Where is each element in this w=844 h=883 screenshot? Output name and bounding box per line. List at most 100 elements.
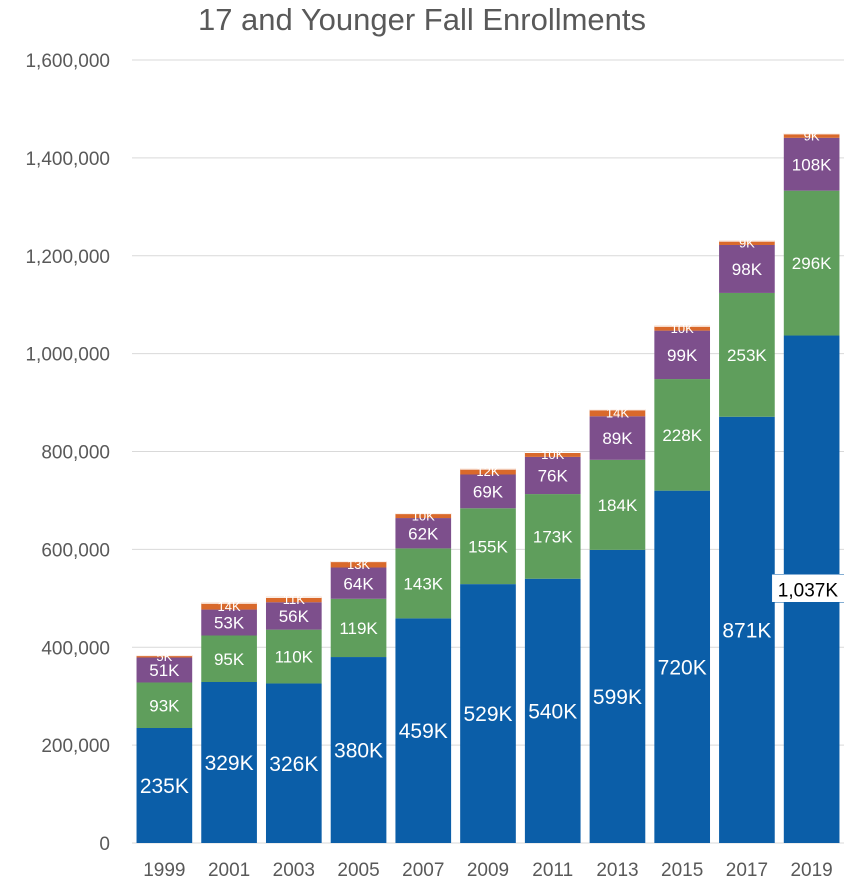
data-label: 143K — [403, 575, 443, 594]
data-label: 12K — [476, 464, 499, 479]
y-tick-label: 1,400,000 — [25, 149, 110, 170]
bar-segment — [395, 548, 452, 619]
y-tick-label: 1,000,000 — [25, 345, 110, 366]
data-label: 76K — [538, 467, 569, 486]
bar-segment — [783, 137, 840, 191]
y-tick-label: 1,200,000 — [25, 247, 110, 268]
bar-segment — [330, 598, 387, 658]
data-label: 599K — [593, 686, 642, 709]
x-tick-label: 2005 — [337, 860, 379, 881]
bar-segment — [460, 508, 516, 585]
bar-segment — [524, 494, 581, 579]
x-tick-label: 1999 — [143, 860, 185, 881]
bar-segment — [719, 240, 775, 245]
data-label: 459K — [399, 720, 448, 743]
data-label: 53K — [214, 614, 245, 633]
bar-segment — [395, 618, 452, 843]
data-label: 14K — [218, 599, 241, 614]
data-label: 326K — [269, 753, 318, 776]
bar-segment — [265, 683, 322, 843]
x-tick-label: 2013 — [596, 860, 638, 881]
data-label: 10K — [671, 321, 694, 336]
y-tick-label: 600,000 — [41, 540, 110, 561]
bar-segment — [719, 292, 775, 417]
data-label: 99K — [667, 346, 698, 365]
bar-segment — [589, 416, 646, 460]
data-label: 110K — [275, 648, 314, 667]
data-label: 10K — [412, 508, 435, 523]
bar-segment — [136, 655, 193, 658]
bar-segment — [136, 657, 193, 683]
bar-segment — [460, 468, 516, 475]
data-label: 253K — [727, 346, 767, 365]
data-label: 108K — [792, 155, 832, 174]
bar-segment — [719, 416, 775, 843]
data-label: 155K — [468, 537, 508, 556]
x-tick-label: 2017 — [726, 860, 768, 881]
data-label: 93K — [149, 696, 180, 715]
data-label: 184K — [598, 496, 638, 515]
x-tick-label: 2019 — [790, 860, 832, 881]
data-label: 296K — [792, 254, 832, 273]
bar-segment — [524, 456, 581, 495]
bar-segment — [654, 379, 711, 491]
chart-title: 17 and Younger Fall Enrollments — [197, 2, 647, 37]
data-label: 228K — [662, 426, 702, 445]
data-label: 173K — [533, 528, 573, 547]
data-label: 540K — [528, 700, 577, 723]
bar-segment — [330, 657, 387, 843]
y-tick-label: 200,000 — [41, 736, 110, 757]
bar-segment — [201, 681, 257, 843]
data-label: 89K — [602, 429, 633, 448]
y-tick-label: 400,000 — [41, 638, 110, 659]
bar-segment — [136, 682, 193, 728]
bar-segment — [783, 190, 840, 336]
bar-segment — [589, 409, 646, 417]
data-label: 119K — [339, 619, 378, 638]
data-label: 11K — [283, 592, 305, 607]
bar-segment — [654, 325, 711, 331]
data-label: 1,037K — [778, 580, 839, 601]
bar-segment — [589, 459, 646, 550]
data-label: 329K — [205, 752, 254, 775]
bar-segment — [719, 244, 775, 293]
data-label: 5K — [156, 649, 172, 664]
bar-segment — [136, 727, 193, 843]
x-tick-label: 2009 — [467, 860, 509, 881]
bar-segment — [201, 609, 257, 636]
data-label: 10K — [541, 447, 564, 462]
bar-segment — [265, 602, 322, 630]
bar-segment — [654, 330, 711, 380]
data-label: 64K — [343, 574, 374, 593]
data-label: 95K — [214, 650, 245, 669]
data-label: 871K — [722, 619, 771, 642]
bar-segment — [265, 629, 322, 684]
bar-segment — [201, 602, 257, 610]
data-label: 235K — [140, 775, 189, 798]
data-label: 529K — [463, 703, 512, 726]
bar-segment — [265, 596, 322, 603]
data-label: 9K — [739, 235, 755, 250]
bar-segment — [395, 518, 452, 549]
x-tick-label: 2001 — [208, 860, 250, 881]
data-label: 62K — [408, 524, 439, 543]
bar-segment — [783, 133, 840, 138]
x-tick-label: 2015 — [661, 860, 703, 881]
y-tick-label: 1,600,000 — [25, 51, 110, 72]
data-label: 69K — [473, 483, 504, 502]
bar-segment — [330, 567, 387, 599]
bar-segment — [330, 561, 387, 568]
x-tick-label: 2003 — [273, 860, 315, 881]
data-label: 51K — [149, 661, 180, 680]
bar-segment — [201, 635, 257, 682]
data-label: 380K — [334, 740, 383, 763]
y-tick-label: 800,000 — [41, 443, 110, 464]
bar-segment — [524, 578, 581, 843]
y-tick-label: 0 — [99, 834, 110, 855]
data-label: 13K — [347, 557, 370, 572]
x-tick-label: 2007 — [402, 860, 444, 881]
bar-segment — [395, 513, 452, 519]
data-label: 98K — [732, 260, 763, 279]
bar-segment — [654, 490, 711, 843]
